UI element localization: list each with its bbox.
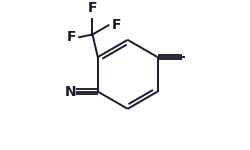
Text: F: F: [67, 30, 76, 44]
Text: F: F: [112, 18, 121, 32]
Text: N: N: [65, 85, 76, 99]
Text: F: F: [88, 1, 97, 15]
